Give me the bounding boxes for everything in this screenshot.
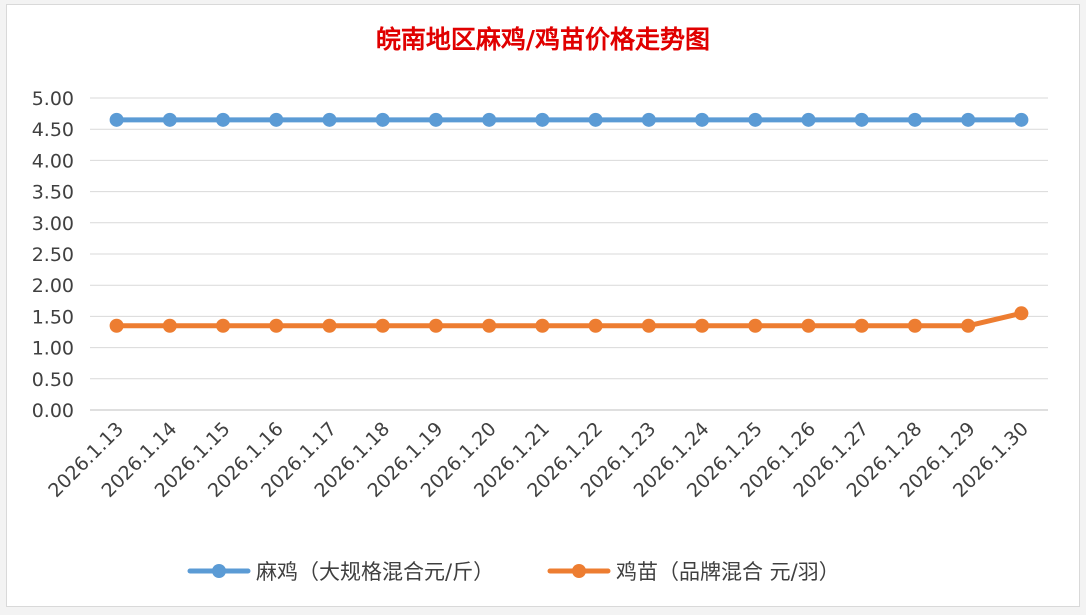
series-2-point — [375, 318, 390, 333]
series-1-point — [748, 112, 763, 127]
series-1-point — [216, 112, 231, 127]
series-2-point — [854, 318, 869, 333]
series-2-point — [1014, 306, 1029, 321]
legend-marker-2 — [572, 564, 586, 578]
series-2-point — [801, 318, 816, 333]
series-1-point — [375, 112, 390, 127]
legend-label-2: 鸡苗（品牌混合 元/羽） — [616, 560, 840, 584]
y-tick-label: 2.50 — [32, 244, 74, 266]
series-line-2 — [114, 310, 1024, 329]
series-2-point — [588, 318, 603, 333]
series-2-point — [322, 318, 337, 333]
series-1-point — [162, 112, 177, 127]
series-1-point — [854, 112, 869, 127]
series-2-point — [907, 318, 922, 333]
series-2-point — [162, 318, 177, 333]
series — [109, 112, 1029, 333]
y-tick-label: 1.00 — [32, 338, 74, 360]
series-1-point — [907, 112, 922, 127]
grid-lines — [90, 97, 1048, 411]
y-tick-label: 1.50 — [32, 306, 74, 328]
series-1-point — [482, 112, 497, 127]
y-tick-label: 4.00 — [32, 150, 74, 172]
legend-label-1: 麻鸡（大规格混合元/斤） — [256, 560, 494, 584]
chart-title: 皖南地区麻鸡/鸡苗价格走势图 — [376, 25, 710, 54]
series-1-point — [428, 112, 443, 127]
series-2-point — [748, 318, 763, 333]
series-1-point — [641, 112, 656, 127]
series-2-point — [641, 318, 656, 333]
series-2-point — [428, 318, 443, 333]
y-tick-label: 0.00 — [32, 400, 74, 422]
series-1-point — [588, 112, 603, 127]
series-2-point — [109, 318, 124, 333]
series-1-point — [322, 112, 337, 127]
series-2-point — [695, 318, 710, 333]
series-1-point — [269, 112, 284, 127]
series-2-point — [961, 318, 976, 333]
series-2-point — [535, 318, 550, 333]
y-tick-label: 2.00 — [32, 275, 74, 297]
series-1-point — [695, 112, 710, 127]
y-tick-label: 0.50 — [32, 369, 74, 391]
series-1-point — [801, 112, 816, 127]
series-2-point — [269, 318, 284, 333]
y-tick-label: 4.50 — [32, 119, 74, 141]
x-axis: 2026.1.132026.1.142026.1.152026.1.162026… — [44, 418, 1033, 502]
y-tick-label: 3.00 — [32, 213, 74, 235]
series-2-point — [482, 318, 497, 333]
series-1-point — [109, 112, 124, 127]
series-2-point — [216, 318, 231, 333]
series-1-point — [961, 112, 976, 127]
chart-frame — [6, 4, 1080, 607]
legend: 麻鸡（大规格混合元/斤） 鸡苗（品牌混合 元/羽） — [187, 560, 840, 584]
y-tick-label: 3.50 — [32, 182, 74, 204]
y-tick-label: 5.00 — [32, 88, 74, 110]
series-1-point — [535, 112, 550, 127]
series-1-point — [1014, 112, 1029, 127]
y-axis: 0.00 0.50 1.00 1.50 2.00 2.50 3.00 3.50 4.00 4.50… — [32, 88, 74, 422]
legend-marker-1 — [212, 564, 226, 578]
